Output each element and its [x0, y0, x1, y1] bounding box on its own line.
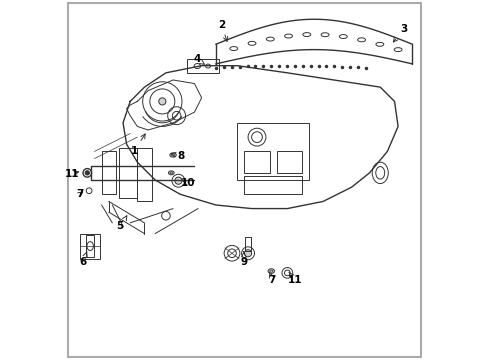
Text: 8: 8: [171, 151, 184, 161]
Text: 3: 3: [392, 24, 406, 42]
Bar: [85, 235, 94, 257]
Text: 11: 11: [287, 272, 302, 285]
Bar: [244, 176, 301, 194]
Circle shape: [244, 249, 251, 257]
Text: 4: 4: [193, 54, 204, 64]
Ellipse shape: [267, 269, 274, 273]
Ellipse shape: [169, 153, 176, 157]
Bar: [187, 59, 219, 73]
Bar: [80, 234, 100, 258]
Text: 7: 7: [268, 272, 276, 285]
Ellipse shape: [168, 171, 174, 175]
Circle shape: [159, 98, 165, 105]
Text: 10: 10: [181, 178, 195, 188]
Text: 5: 5: [116, 216, 126, 231]
Bar: [102, 152, 116, 194]
Bar: [244, 237, 250, 251]
Text: 6: 6: [79, 252, 87, 267]
Bar: [137, 148, 151, 202]
Circle shape: [85, 171, 89, 175]
Text: 1: 1: [131, 134, 145, 156]
Text: 2: 2: [217, 19, 227, 41]
Circle shape: [175, 177, 182, 184]
Bar: [276, 152, 301, 173]
Bar: [237, 123, 308, 180]
Text: 11: 11: [65, 168, 80, 179]
Text: 9: 9: [240, 252, 247, 267]
Text: 7: 7: [76, 189, 83, 199]
Bar: [244, 152, 269, 173]
Bar: [119, 148, 137, 198]
